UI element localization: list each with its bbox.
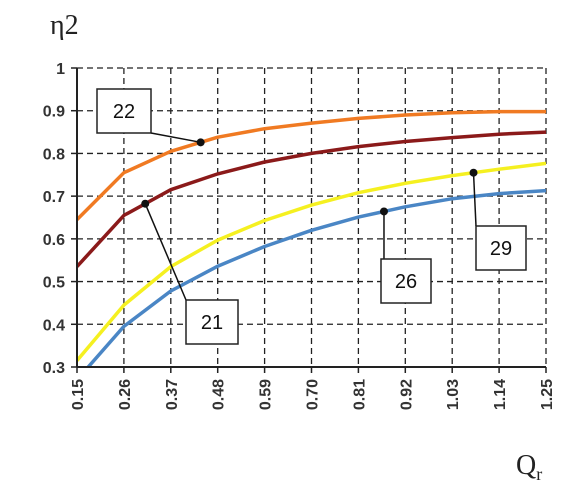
- x-axis-label-subscript: r: [536, 464, 542, 484]
- callout-label-21: 21: [201, 312, 223, 334]
- callout-box-29: [475, 225, 527, 271]
- y-tick-label: 0.4: [43, 317, 65, 334]
- callout-box-26: [380, 258, 432, 304]
- y-tick-label: 0.8: [43, 146, 65, 163]
- y-tick-label: 1: [56, 61, 65, 78]
- x-tick-label: 1.03: [445, 379, 462, 410]
- callout-label-22: 22: [113, 101, 135, 123]
- x-tick-label: 0.15: [70, 379, 87, 410]
- x-tick-labels: 0.15 0.26 0.37 0.48 0.59 0.70 0.81 0.92 1.03 1.14…: [70, 367, 556, 410]
- callout-box-21: [185, 299, 239, 345]
- callouts: 22 21 29 26: [96, 88, 527, 345]
- y-tick-label: 0.5: [43, 275, 65, 292]
- y-tick-label: 0.6: [43, 232, 65, 249]
- x-tick-label: 1.14: [492, 379, 509, 410]
- x-tick-label: 0.70: [305, 379, 322, 410]
- x-tick-label: 1.25: [539, 379, 556, 410]
- callout-leader-22: [150, 132, 201, 144]
- x-tick-label: 0.59: [258, 379, 275, 410]
- series-line-26: [85, 188, 546, 367]
- callout-leader-21: [144, 203, 187, 301]
- x-tick-label: 0.92: [398, 379, 415, 410]
- callout-dot-21: [141, 199, 150, 208]
- callout-label-26: 26: [395, 271, 417, 293]
- series-line-29: [77, 161, 546, 362]
- x-tick-label: 0.26: [117, 379, 134, 410]
- x-axis-label-main: Q: [516, 450, 536, 481]
- callout-label-29: 29: [490, 238, 512, 260]
- series-line-21: [77, 130, 546, 268]
- series-lines: [77, 109, 546, 367]
- y-tick-label: 0.3: [43, 360, 65, 377]
- x-tick-label: 0.37: [164, 379, 181, 410]
- callout-box-22: [96, 88, 152, 134]
- series-line-22: [77, 109, 546, 221]
- x-tick-label: 0.81: [351, 379, 368, 410]
- callout-dot-26: [379, 207, 388, 216]
- y-axis-label: η2: [50, 10, 79, 41]
- callout-leader-29: [472, 172, 477, 227]
- callout-dot-22: [196, 138, 205, 147]
- callout-dot-29: [469, 168, 478, 177]
- y-tick-label: 0.9: [43, 104, 65, 121]
- y-tick-label: 0.7: [43, 189, 65, 206]
- x-axis-label: Qr: [516, 450, 542, 484]
- y-tick-labels: 0.3 0.4 0.5 0.6 0.7 0.8 0.9 1: [43, 61, 77, 377]
- x-tick-label: 0.48: [211, 379, 228, 410]
